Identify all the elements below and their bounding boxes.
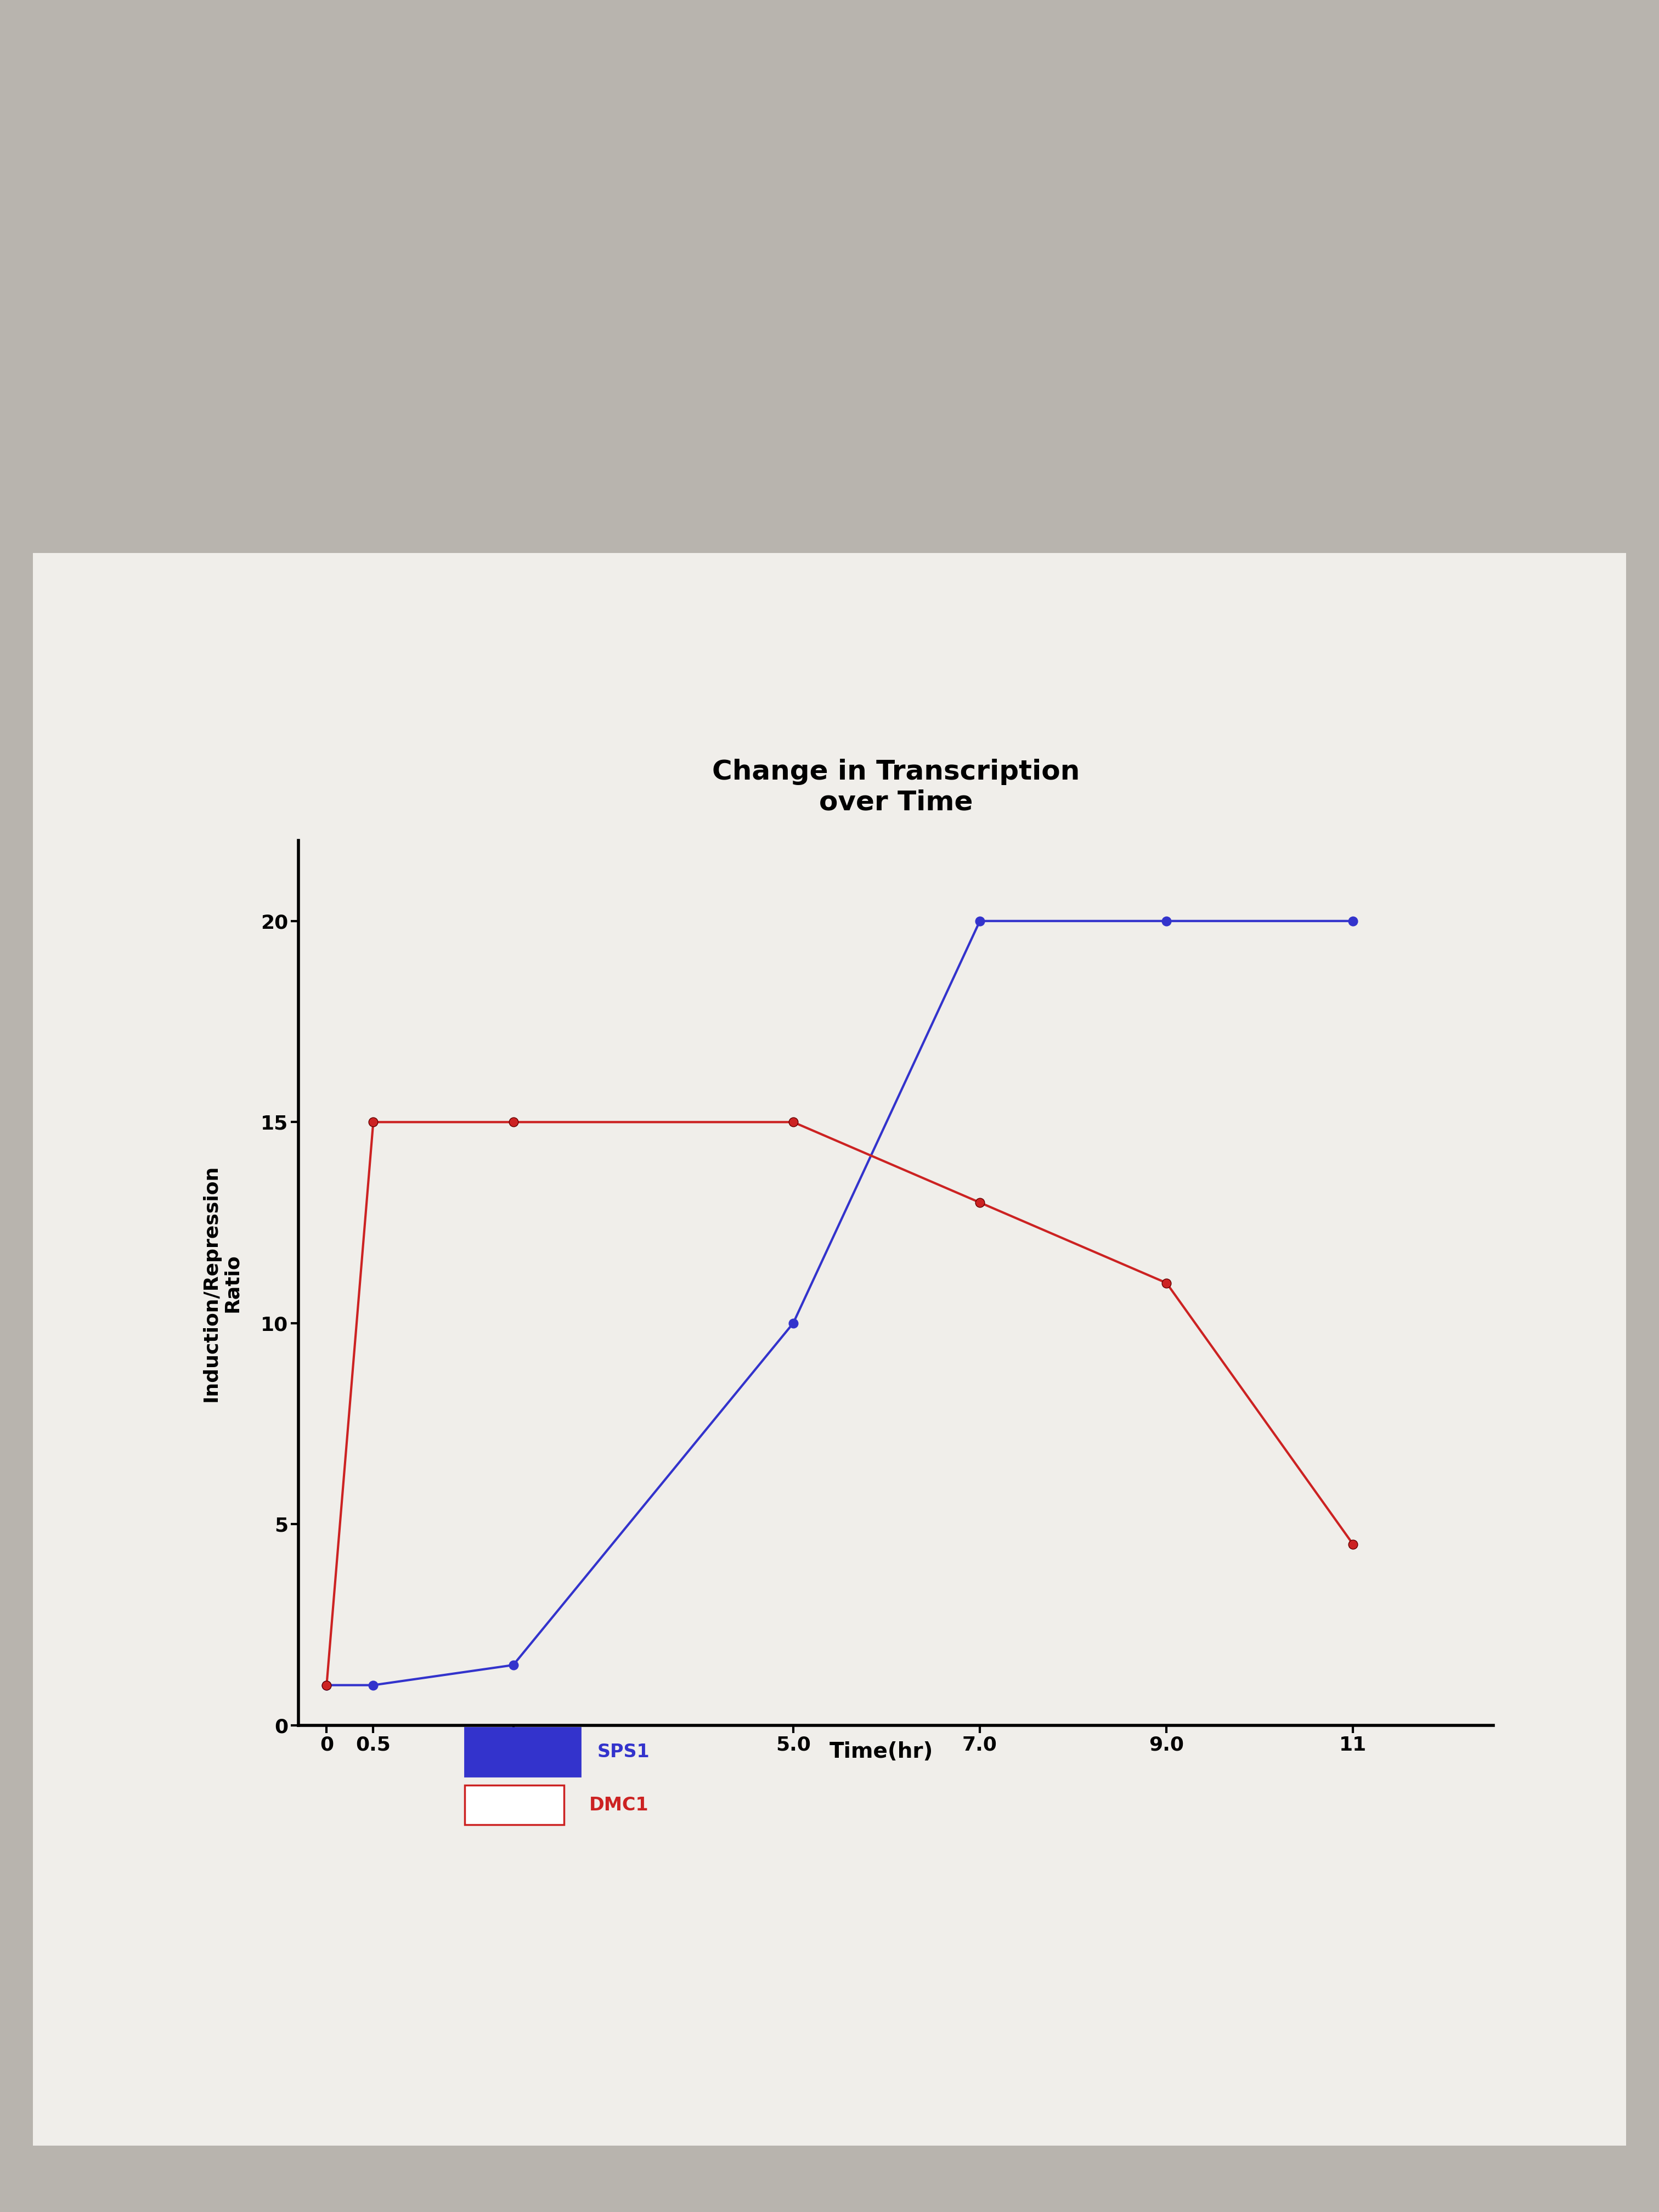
Text: Time(hr): Time(hr) [830, 1741, 934, 1763]
Y-axis label: Induction/Repression
Ratio: Induction/Repression Ratio [201, 1164, 242, 1402]
Text: SPS1: SPS1 [597, 1743, 650, 1761]
Title: Change in Transcription
over Time: Change in Transcription over Time [712, 759, 1080, 816]
Text: DMC1: DMC1 [589, 1796, 649, 1814]
